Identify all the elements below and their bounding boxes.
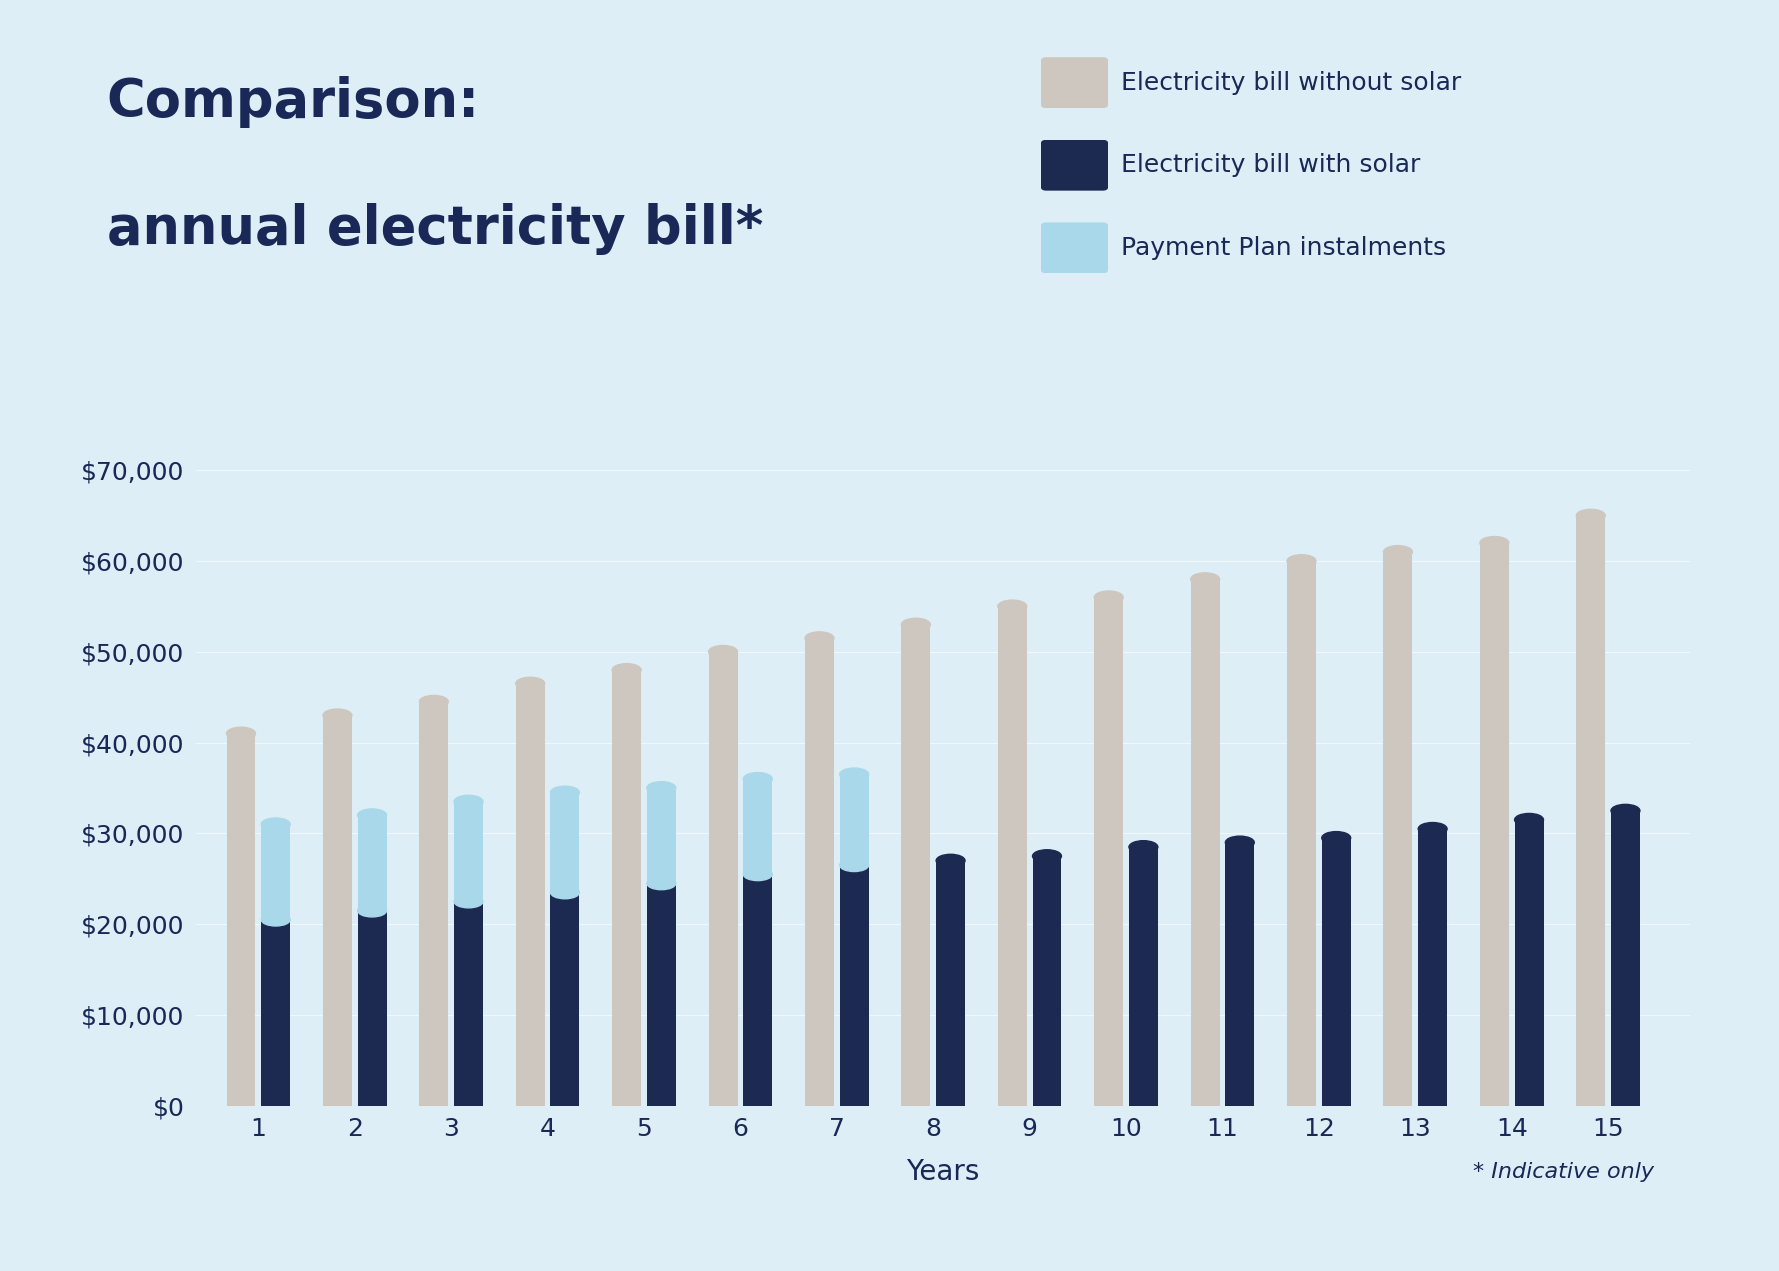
Ellipse shape [454, 796, 482, 808]
Ellipse shape [1576, 510, 1605, 522]
Bar [1094, 597, 1123, 1106]
Bar [744, 874, 772, 1106]
Ellipse shape [936, 854, 964, 867]
Bar [998, 606, 1026, 1106]
Bar [902, 624, 930, 1106]
Bar [840, 774, 868, 866]
Bar [744, 779, 772, 874]
Text: annual electricity bill*: annual electricity bill* [107, 203, 763, 255]
Ellipse shape [1480, 536, 1509, 549]
Bar [454, 901, 482, 1106]
Ellipse shape [1514, 813, 1544, 826]
Bar [358, 815, 386, 910]
Ellipse shape [550, 886, 580, 899]
Bar [550, 892, 580, 1106]
Ellipse shape [998, 600, 1026, 613]
Bar [550, 793, 580, 892]
Bar [324, 716, 352, 1106]
Bar [454, 802, 482, 901]
Ellipse shape [262, 914, 290, 927]
Ellipse shape [516, 677, 544, 690]
Bar [936, 860, 964, 1106]
Ellipse shape [226, 727, 256, 740]
Ellipse shape [612, 663, 640, 676]
Ellipse shape [1322, 831, 1350, 844]
Bar [1576, 516, 1605, 1106]
Bar [1130, 846, 1158, 1106]
X-axis label: Years: Years [906, 1158, 980, 1186]
Bar [1032, 857, 1062, 1106]
Bar [262, 825, 290, 920]
Text: Electricity bill with solar: Electricity bill with solar [1121, 154, 1420, 177]
Ellipse shape [648, 782, 676, 794]
Ellipse shape [806, 632, 834, 644]
Ellipse shape [1094, 591, 1123, 604]
Text: Comparison:: Comparison: [107, 76, 480, 128]
Bar [262, 920, 290, 1106]
Ellipse shape [1286, 554, 1316, 567]
FancyBboxPatch shape [1041, 140, 1108, 191]
Bar [1322, 838, 1350, 1106]
Ellipse shape [262, 819, 290, 831]
Ellipse shape [840, 859, 868, 872]
Bar [1514, 820, 1544, 1106]
Ellipse shape [324, 709, 352, 722]
Text: * Indicative only: * Indicative only [1473, 1162, 1654, 1182]
Bar [1226, 843, 1254, 1106]
Ellipse shape [420, 695, 448, 708]
Ellipse shape [1226, 836, 1254, 849]
Ellipse shape [708, 646, 738, 658]
Bar [648, 788, 676, 883]
Ellipse shape [744, 868, 772, 881]
Bar [1190, 580, 1220, 1106]
Ellipse shape [1384, 545, 1413, 558]
Bar [358, 910, 386, 1106]
Ellipse shape [550, 787, 580, 799]
Ellipse shape [1418, 822, 1446, 835]
Ellipse shape [1190, 573, 1220, 586]
Ellipse shape [1032, 850, 1062, 863]
FancyBboxPatch shape [1041, 57, 1108, 108]
Bar [708, 652, 738, 1106]
Ellipse shape [358, 904, 386, 916]
Ellipse shape [648, 877, 676, 890]
Ellipse shape [840, 768, 868, 780]
Bar [516, 684, 544, 1106]
Bar [420, 702, 448, 1106]
Bar [1286, 561, 1316, 1106]
Ellipse shape [454, 895, 482, 907]
Bar [1384, 552, 1413, 1106]
Ellipse shape [902, 618, 930, 630]
Ellipse shape [744, 773, 772, 785]
Ellipse shape [1612, 805, 1640, 817]
Bar [226, 733, 256, 1106]
Text: Payment Plan instalments: Payment Plan instalments [1121, 236, 1446, 259]
Ellipse shape [1130, 840, 1158, 853]
Bar [806, 638, 834, 1106]
Ellipse shape [358, 808, 386, 821]
Text: Electricity bill without solar: Electricity bill without solar [1121, 71, 1461, 94]
Bar [648, 883, 676, 1106]
Bar [1612, 811, 1640, 1106]
Bar [1480, 543, 1509, 1106]
Bar [1418, 829, 1446, 1106]
FancyBboxPatch shape [1041, 222, 1108, 273]
Bar [840, 866, 868, 1106]
Bar [612, 670, 640, 1106]
